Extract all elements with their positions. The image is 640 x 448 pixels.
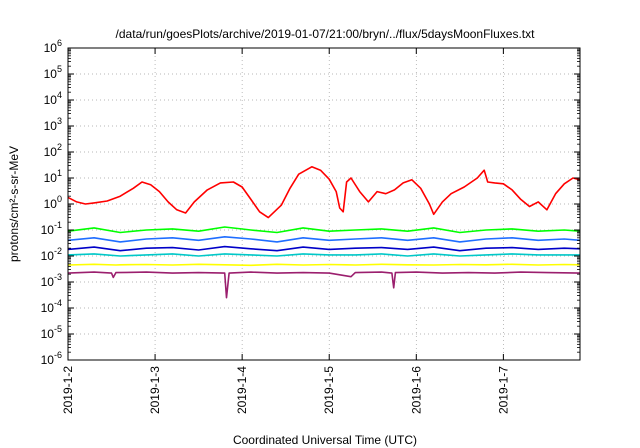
y-tick-label: 101 (44, 168, 62, 185)
y-tick-label: 105 (44, 64, 62, 81)
grid (68, 48, 580, 360)
chart-title: /data/run/goesPlots/archive/2019-01-07/2… (116, 27, 536, 41)
series-line-3 (67, 236, 581, 243)
x-tick-label: 2019-1-7 (496, 366, 510, 414)
x-axis-label: Coordinated Universal Time (UTC) (233, 433, 417, 447)
series-line-6 (67, 263, 581, 267)
series-line-5 (67, 253, 580, 257)
x-tick-label: 2019-1-2 (61, 366, 75, 414)
series-line-1 (67, 166, 581, 219)
x-axis: 2019-1-2 2019-1-3 2019-1-4 2019-1-5 2019-1-6… (61, 48, 510, 414)
series-line-7 (67, 271, 581, 299)
y-tick-label: 102 (44, 142, 62, 159)
y-tick-label: 10-2 (41, 246, 62, 263)
y-tick-label: 103 (44, 116, 62, 133)
x-tick-label: 2019-1-4 (235, 366, 249, 414)
y-tick-label: 10-3 (41, 272, 62, 289)
y-tick-label: 106 (44, 38, 62, 55)
y-axis: 10-6 10-5 10-4 10-3 10-2 10-1 100 101 102 103 104 1… (41, 38, 580, 367)
x-tick-label: 2019-1-6 (409, 366, 423, 414)
series-line-4 (67, 245, 581, 252)
series-group (67, 166, 581, 299)
y-tick-label: 104 (44, 90, 62, 107)
y-tick-label: 10-4 (41, 298, 62, 315)
y-tick-label: 10-5 (41, 324, 62, 341)
y-tick-label: 10-1 (41, 220, 62, 237)
y-axis-label: protons/cm²-s-sr-MeV (7, 146, 21, 262)
y-tick-label: 10-6 (41, 350, 62, 367)
x-tick-label: 2019-1-3 (148, 366, 162, 414)
series-line-2 (67, 226, 581, 234)
y-tick-label: 100 (44, 194, 62, 211)
x-tick-label: 2019-1-5 (322, 366, 336, 414)
